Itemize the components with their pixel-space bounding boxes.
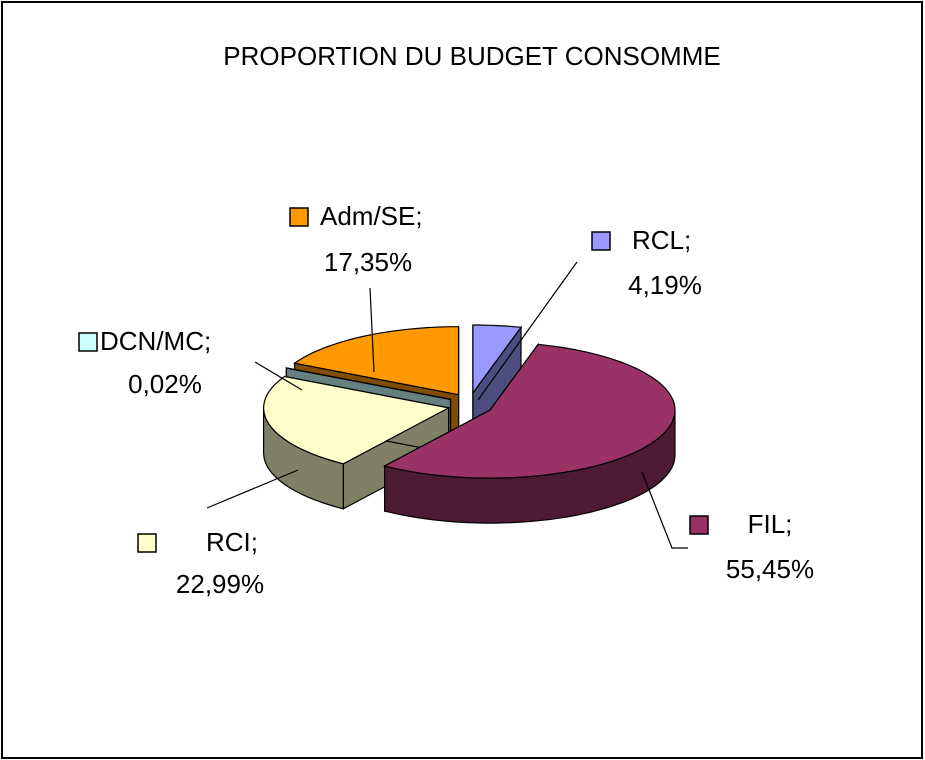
pie-slice bbox=[382, 343, 676, 479]
legend-key bbox=[78, 332, 98, 352]
data-label-name: RCI; bbox=[206, 527, 258, 557]
leader-line bbox=[254, 361, 303, 391]
pie-slice bbox=[293, 326, 460, 396]
legend-key bbox=[689, 515, 709, 535]
data-label-value: 4,19% bbox=[628, 270, 702, 300]
data-label-value: 55,45% bbox=[726, 554, 814, 584]
data-label-name: FIL; bbox=[748, 509, 793, 539]
leader-line bbox=[477, 261, 578, 401]
legend-key bbox=[137, 533, 157, 553]
leader-line bbox=[369, 287, 375, 373]
data-label-name: Adm/SE; bbox=[320, 201, 423, 231]
legend-key bbox=[591, 231, 611, 251]
leader-line bbox=[206, 469, 299, 509]
pie-slice bbox=[286, 367, 451, 400]
data-label-value: 0,02% bbox=[128, 369, 202, 399]
legend-key bbox=[289, 207, 309, 227]
data-label-name: DCN/MC; bbox=[100, 326, 211, 356]
data-label-value: 17,35% bbox=[324, 247, 412, 277]
chart-title: PROPORTION DU BUDGET CONSOMME bbox=[223, 41, 720, 71]
data-label-value: 22,99% bbox=[176, 569, 264, 599]
data-label-name: RCL; bbox=[632, 225, 691, 255]
pie-slice bbox=[262, 375, 451, 465]
leader-line bbox=[641, 471, 688, 549]
pie-slice bbox=[472, 324, 523, 395]
